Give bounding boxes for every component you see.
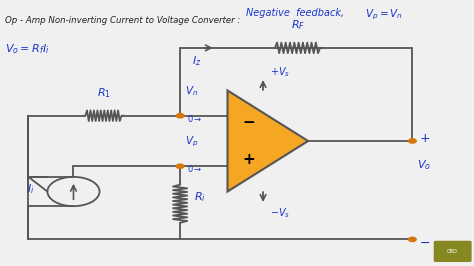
Text: $0\rightarrow$: $0\rightarrow$ xyxy=(187,113,203,124)
Text: $+$: $+$ xyxy=(419,132,431,145)
Text: Op - Amp Non-inverting Current to Voltage Converter :: Op - Amp Non-inverting Current to Voltag… xyxy=(5,16,240,25)
FancyBboxPatch shape xyxy=(434,241,472,262)
Circle shape xyxy=(409,139,416,143)
Text: $R_i$: $R_i$ xyxy=(194,191,206,204)
Text: OBD: OBD xyxy=(447,249,458,254)
Text: −: − xyxy=(243,115,255,130)
Text: $V_p$: $V_p$ xyxy=(185,135,198,149)
Text: $I_i$: $I_i$ xyxy=(27,182,35,196)
Text: $V_n$: $V_n$ xyxy=(185,85,198,98)
Text: $R_1$: $R_1$ xyxy=(97,86,111,100)
Text: $+V_s$: $+V_s$ xyxy=(270,65,291,79)
Text: $-V_s$: $-V_s$ xyxy=(270,206,291,220)
Circle shape xyxy=(176,164,184,168)
Text: $V_o = R_f I_i$: $V_o = R_f I_i$ xyxy=(5,43,49,56)
Text: $R_F$: $R_F$ xyxy=(292,18,306,32)
Polygon shape xyxy=(228,90,308,192)
Text: $I_z$: $I_z$ xyxy=(192,54,201,68)
Circle shape xyxy=(176,114,184,118)
Text: +: + xyxy=(243,152,255,167)
Text: Negative  feedback,: Negative feedback, xyxy=(246,8,345,18)
Text: $V_o$: $V_o$ xyxy=(417,158,431,172)
Circle shape xyxy=(409,237,416,242)
Text: $V_p = V_n$: $V_p = V_n$ xyxy=(365,8,403,22)
Text: $-$: $-$ xyxy=(419,236,430,248)
Text: $0\rightarrow$: $0\rightarrow$ xyxy=(187,163,203,174)
